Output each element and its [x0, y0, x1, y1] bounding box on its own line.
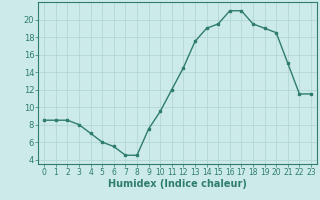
X-axis label: Humidex (Indice chaleur): Humidex (Indice chaleur) [108, 179, 247, 189]
